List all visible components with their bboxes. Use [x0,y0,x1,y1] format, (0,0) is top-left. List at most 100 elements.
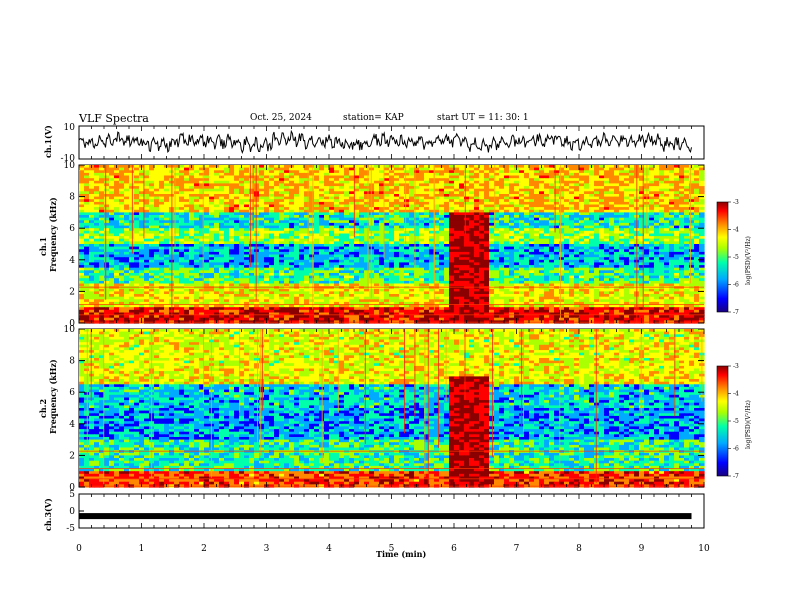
spectrogram-cell [199,233,205,237]
spectrogram-cell [614,265,620,269]
spectrogram-cell [569,194,575,198]
spectrogram-cell [334,259,340,263]
spectrogram-cell [649,180,655,184]
spectrogram-cell [689,196,695,200]
spectrogram-cell [679,265,685,269]
spectrogram-cell [489,188,495,192]
spectrogram-cell [84,228,90,232]
spectrogram-cell [399,241,405,245]
spectrogram-cell [119,178,125,182]
spectrogram-cell [599,262,605,266]
spectrogram-cell [614,191,620,195]
spectrogram-cell [669,233,675,237]
spectrogram-cell [514,236,520,240]
spectrogram-cell [504,254,510,258]
spectrogram-cell [164,207,170,211]
spectrogram-cell [674,257,680,261]
spectrogram-cell [524,244,530,248]
spectrogram-cell [139,254,145,258]
spectrogram-cell [559,215,565,219]
spectrogram-cell [84,251,90,256]
spectrogram-cell [404,225,410,229]
spectrogram-cell [274,262,280,266]
spectrogram-cell [109,180,115,184]
spectrogram-cell [474,265,480,269]
spectrogram-cell [549,178,555,182]
spectrogram-cell [659,238,665,242]
spectrogram-cell [274,207,280,211]
spectrogram-cell [449,220,455,224]
spectrogram-cell [404,194,410,198]
spectrogram-cell [234,217,240,221]
spectrogram-cell [329,225,335,229]
spectrogram-cell [404,241,410,245]
spectrogram-cell [219,167,225,171]
spectrogram-cell [579,262,585,266]
spectrogram-cell [564,188,570,192]
spectrogram-cell [649,172,655,177]
spectrogram-cell [349,196,355,200]
spectrogram-cell [574,220,580,224]
spectrogram-cell [104,170,110,174]
spectrogram-cell [449,251,455,256]
spectrogram-cell [299,230,305,234]
spectrogram-cell [439,241,445,245]
spectrogram-cell [79,262,85,266]
spectrogram-cell [459,178,465,182]
spectrogram-cell [184,186,190,190]
spectrogram-cell [594,217,600,221]
spectrogram-cell [129,215,135,219]
spectrogram-cell [324,222,330,227]
spectrogram-cell [689,228,695,232]
spectrogram-cell [329,217,335,221]
spectrogram-cell [334,199,340,203]
spectrogram-cell [519,259,525,263]
spectrogram-cell [319,215,325,219]
spectrogram-cell [254,183,260,187]
spectrogram-cell [674,254,680,258]
spectrogram-cell [564,257,570,261]
spectrogram-cell [279,191,285,195]
spectrogram-cell [259,180,265,184]
spectrogram-cell [99,259,105,263]
spectrogram-cell [399,222,405,227]
spectrogram-cell [399,201,405,206]
spectrogram-cell [424,186,430,190]
spectrogram-cell [569,267,575,271]
spectrogram-cell [499,175,505,179]
spectrogram-cell [604,196,610,200]
spectrogram-cell [449,254,455,258]
spectrogram-cell [164,201,170,206]
spectrogram-cell [474,254,480,258]
spectrogram-cell [284,220,290,224]
spectrogram-cell [404,222,410,227]
spectrogram-cell [134,246,140,250]
spectrogram-cell [124,170,130,174]
spectrogram-cell [579,236,585,240]
spectrogram-cell [324,230,330,234]
spectrogram-cell [684,236,690,240]
spectrogram-cell [694,167,700,171]
spectrogram-cell [559,241,565,245]
spectrogram-cell [414,262,420,266]
spectrogram-cell [504,167,510,171]
spectrogram-cell [574,251,580,256]
spectrogram-cell [414,186,420,190]
spectrogram-cell [554,257,560,261]
spectrogram-cell [149,191,155,195]
spectrogram-cell [94,233,100,237]
spectrogram-cell [304,246,310,250]
spectrogram-cell [689,265,695,269]
spectrogram-cell [684,225,690,229]
spectrogram-cell [244,201,250,206]
spectrogram-cell [519,249,525,253]
spectrogram-cell [534,230,540,234]
spectrogram-cell [684,257,690,261]
spectrogram-cell [419,259,425,263]
spectrogram-cell [449,225,455,229]
spectrogram-cell [629,188,635,192]
spectrogram-cell [214,238,220,242]
spectrogram-cell [404,246,410,250]
spectrogram-cell [389,209,395,213]
spectrogram-cell [684,188,690,192]
